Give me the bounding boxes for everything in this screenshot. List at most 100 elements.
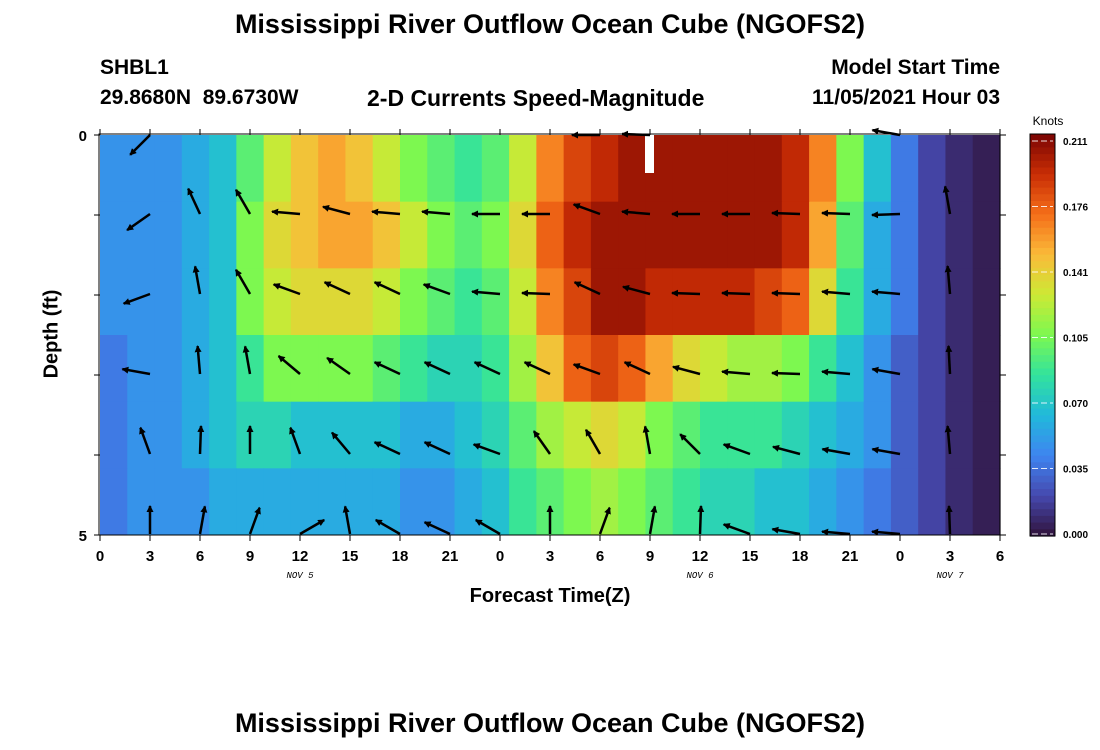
heatmap-cell — [154, 201, 183, 269]
current-vector-arrow — [422, 283, 451, 296]
date-label: NOV 6 — [686, 571, 714, 581]
heatmap-cell — [400, 468, 428, 536]
heatmap-cell — [509, 468, 537, 536]
heatmap-cell — [536, 201, 565, 269]
colorbar-swatch — [1030, 341, 1055, 349]
heatmap-cell — [945, 135, 974, 203]
heatmap-cell — [100, 401, 128, 469]
current-vector-arrow — [197, 425, 205, 455]
x-tick-label: 21 — [842, 548, 859, 565]
current-vector-arrow — [374, 518, 401, 536]
colorbar-swatch — [1030, 241, 1055, 249]
heatmap-cell — [836, 401, 865, 469]
current-vector-arrow — [271, 208, 301, 216]
current-vector-arrow — [771, 209, 801, 217]
colorbar-swatch — [1030, 428, 1055, 437]
model-start-label: Model Start Time — [831, 56, 1000, 79]
heatmap-cell — [154, 268, 183, 336]
colorbar-swatch — [1030, 154, 1055, 162]
x-tick-label: 6 — [196, 548, 204, 565]
heatmap-cell — [890, 335, 919, 403]
colorbar-swatch — [1030, 187, 1055, 195]
heatmap-cell — [509, 268, 537, 336]
x-tick-label: 3 — [146, 548, 154, 565]
colorbar-swatch — [1030, 294, 1055, 303]
heatmap-cell — [645, 468, 674, 536]
heatmap-cell — [536, 135, 565, 203]
colorbar-swatch — [1030, 214, 1055, 222]
heatmap-cell — [836, 268, 865, 336]
colorbar-tick-label: 0.070 — [1063, 399, 1088, 410]
heatmap-cell — [863, 268, 892, 336]
current-vector-arrow — [821, 528, 851, 536]
heatmap-cell — [727, 135, 756, 203]
heatmap-cell — [672, 401, 701, 469]
colorbar-swatch — [1030, 388, 1055, 396]
heatmap-cell — [263, 335, 292, 403]
x-tick-label: 12 — [292, 548, 309, 565]
heatmap-cell — [481, 135, 510, 203]
y-axis: 05 — [79, 128, 1006, 545]
y-axis-label: Depth (ft) — [40, 289, 63, 379]
heatmap-cell — [809, 135, 837, 203]
heatmap-cell — [427, 268, 456, 336]
heatmap-cell — [645, 268, 674, 336]
current-vector-arrow — [373, 441, 401, 456]
current-vector-arrow — [821, 288, 851, 296]
colorbar-swatch — [1030, 328, 1055, 336]
current-vector-arrow — [234, 188, 252, 215]
current-vector-arrow — [621, 208, 651, 216]
current-vector-arrow — [945, 345, 953, 375]
colorbar-swatch — [1030, 247, 1055, 256]
current-vector-arrow — [277, 355, 301, 375]
colorbar-swatch — [1030, 288, 1055, 296]
heatmap-cell — [781, 268, 810, 336]
current-vector-arrow — [945, 505, 953, 535]
current-vector-arrow — [871, 288, 901, 296]
heatmap-cell — [754, 268, 783, 336]
heatmap-cell — [209, 468, 237, 536]
heatmap-cell — [345, 468, 374, 536]
heatmap-cell — [809, 268, 837, 336]
model-start-value: 11/05/2021 Hour 03 — [812, 86, 1000, 109]
colorbar-swatch — [1030, 462, 1055, 470]
colorbar-unit-label: Knots — [1033, 114, 1064, 128]
heatmap-cell — [645, 401, 674, 469]
heatmap-cell — [481, 401, 510, 469]
heatmap-cell — [672, 135, 701, 203]
x-tick-label: 0 — [496, 548, 504, 565]
heatmap-cell — [781, 468, 810, 536]
heatmap-cell — [318, 401, 347, 469]
heatmap-cell — [890, 201, 919, 269]
heatmap-cell — [590, 335, 619, 403]
x-tick-label: 0 — [896, 548, 904, 565]
heatmap-cell — [536, 268, 565, 336]
current-vector-arrow — [187, 187, 202, 215]
current-vector-arrow — [129, 134, 151, 156]
heatmap-cell — [809, 335, 837, 403]
colorbar-swatch — [1030, 254, 1055, 262]
current-vector-arrow — [584, 428, 602, 455]
date-labels: NOV 5 NOV 6 NOV 7 — [286, 571, 964, 581]
current-vector-arrow — [299, 518, 326, 536]
current-vector-arrow — [821, 209, 851, 217]
colorbar-swatch — [1030, 402, 1055, 410]
heatmap-cell — [945, 268, 974, 336]
heatmap-cell — [563, 201, 592, 269]
current-vector-arrow — [722, 443, 751, 456]
current-vector-arrow — [722, 523, 751, 536]
heatmap-cell — [863, 401, 892, 469]
current-vector-arrow — [421, 208, 451, 216]
heatmap-cell — [700, 201, 728, 269]
current-vector-arrow — [572, 203, 601, 216]
heatmap-cell — [727, 468, 756, 536]
current-vector-arrow — [122, 292, 151, 305]
current-vector-arrow — [342, 505, 352, 535]
x-tick-label: 0 — [96, 548, 104, 565]
current-vector-arrow — [373, 281, 401, 296]
heatmap-cell — [590, 135, 619, 203]
y-tick-label: 5 — [79, 528, 87, 545]
date-label: NOV 5 — [286, 571, 314, 581]
heatmap-cell — [100, 135, 128, 203]
heatmap-cell — [236, 201, 265, 269]
